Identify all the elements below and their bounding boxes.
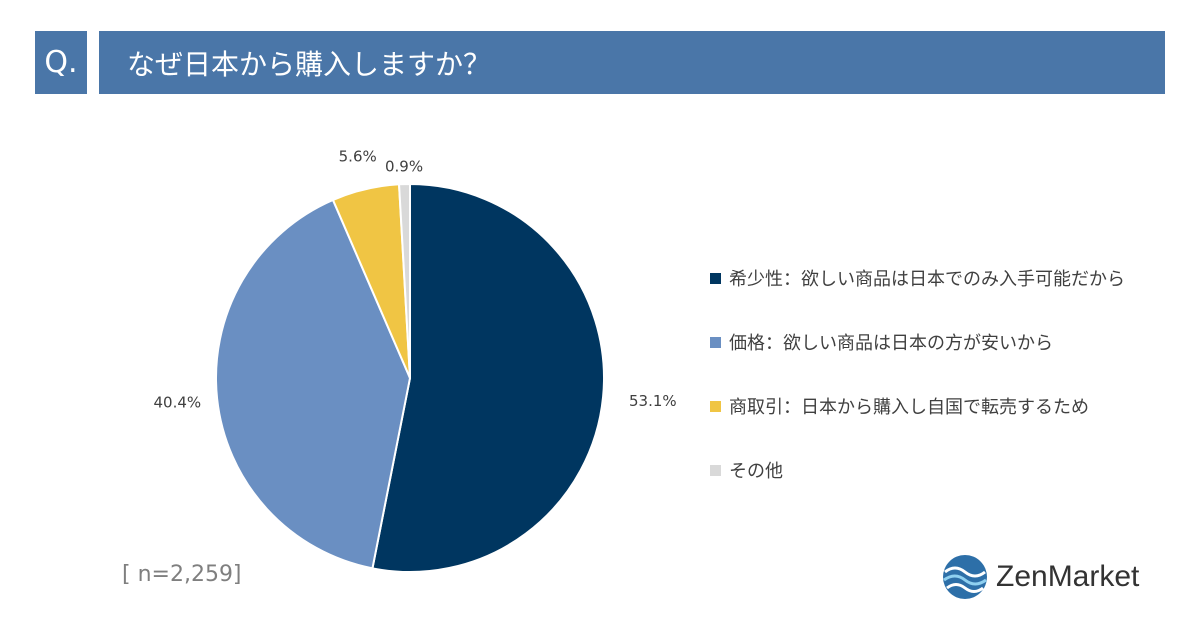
pie-slices bbox=[215, 182, 605, 573]
legend-item-scarcity: 希少性：欲しい商品は日本でのみ入手可能だから bbox=[710, 262, 1125, 294]
legend-label-other: その他 bbox=[729, 461, 783, 482]
pie-label-other: 0.9% bbox=[385, 158, 423, 176]
zenmarket-wave-icon bbox=[943, 555, 987, 599]
zenmarket-logo: ZenMarket bbox=[940, 552, 1139, 602]
legend-item-other: その他 bbox=[710, 454, 1125, 486]
pie-label-resale: 5.6% bbox=[339, 148, 377, 166]
pie-slice-price bbox=[215, 198, 412, 570]
brand-name: ZenMarket bbox=[996, 560, 1140, 593]
page-title: なぜ日本から購入しますか？ bbox=[127, 47, 492, 81]
title-bar: なぜ日本から購入しますか？ bbox=[99, 31, 1165, 94]
question-badge: Q. bbox=[35, 31, 87, 94]
legend-label-resale: 商取引：日本から購入し自国で転売するため bbox=[729, 397, 1089, 418]
pie-slice-scarcity bbox=[371, 182, 605, 573]
legend-swatch-resale bbox=[710, 400, 721, 412]
pie-label-scarcity: 53.1% bbox=[629, 392, 677, 410]
legend-swatch-other bbox=[710, 464, 721, 476]
legend-label-scarcity: 希少性：欲しい商品は日本でのみ入手可能だから bbox=[729, 269, 1125, 290]
legend-label-price: 価格：欲しい商品は日本の方が安いから bbox=[729, 333, 1053, 354]
pie-label-price: 40.4% bbox=[154, 393, 202, 411]
sample-size: [ n=2,259] bbox=[122, 562, 242, 587]
legend-item-resale: 商取引：日本から購入し自国で転売するため bbox=[710, 390, 1125, 422]
question-badge-label: Q. bbox=[44, 45, 78, 80]
pie-labels: 53.1% 40.4% 5.6% 0.9% bbox=[154, 148, 677, 412]
legend-swatch-scarcity bbox=[710, 272, 721, 284]
legend: 希少性：欲しい商品は日本でのみ入手可能だから 価格：欲しい商品は日本の方が安いか… bbox=[710, 262, 1125, 518]
pie-slice-other bbox=[397, 182, 411, 379]
legend-swatch-price bbox=[710, 336, 721, 348]
legend-item-price: 価格：欲しい商品は日本の方が安いから bbox=[710, 326, 1125, 358]
